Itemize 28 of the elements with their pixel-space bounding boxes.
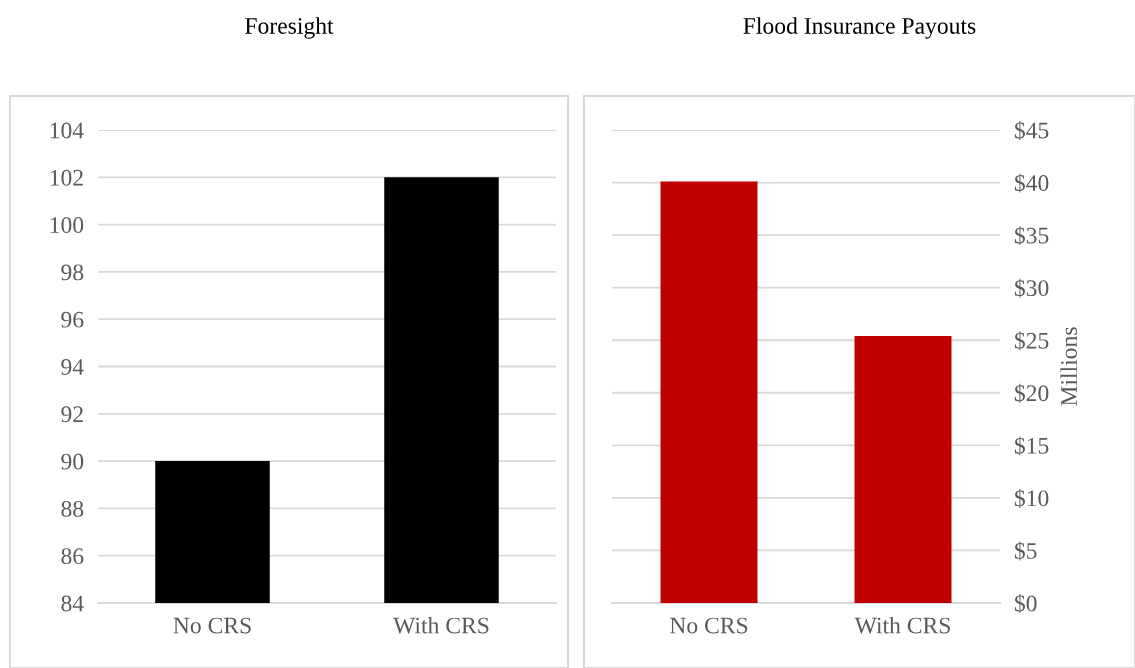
y-tick-label: 84 bbox=[61, 595, 84, 612]
chart-title: Foresight bbox=[245, 17, 334, 39]
y-tick-label: 94 bbox=[61, 359, 84, 375]
y2-tick-label: $40 bbox=[1014, 173, 1049, 193]
x-tick-label: No CRS bbox=[173, 617, 251, 634]
y-tick-label: 86 bbox=[61, 548, 84, 565]
x-tick-label: With CRS bbox=[393, 616, 489, 634]
y2-tick-label: $25 bbox=[1014, 331, 1049, 351]
y-tick-label: 92 bbox=[61, 406, 83, 423]
y-tick-label: 104 bbox=[50, 122, 84, 139]
y-tick-label: 96 bbox=[61, 311, 84, 328]
y-tick-label: 88 bbox=[61, 500, 84, 517]
y2-tick-label: $10 bbox=[1014, 488, 1049, 508]
x-tick-label: With CRS bbox=[854, 616, 950, 634]
y-tick-label: 90 bbox=[61, 453, 84, 470]
y2-axis-title: Millions bbox=[1060, 327, 1078, 406]
y2-tick-label: $5 bbox=[1014, 541, 1037, 561]
y2-tick-label: $45 bbox=[1014, 121, 1049, 140]
y2-tick-label: $15 bbox=[1014, 436, 1049, 456]
y2-tick-label: $0 bbox=[1014, 594, 1037, 613]
chart-title: Flood Insurance Payouts bbox=[743, 17, 976, 39]
y2-tick-label: $30 bbox=[1014, 278, 1049, 298]
y2-tick-label: $35 bbox=[1014, 226, 1049, 246]
y2-tick-label: $20 bbox=[1014, 383, 1049, 403]
y-tick-label: 100 bbox=[50, 217, 84, 234]
y-tick-label: 98 bbox=[61, 264, 84, 281]
x-tick-label: No CRS bbox=[669, 617, 748, 634]
y-tick-label: 102 bbox=[50, 169, 83, 186]
